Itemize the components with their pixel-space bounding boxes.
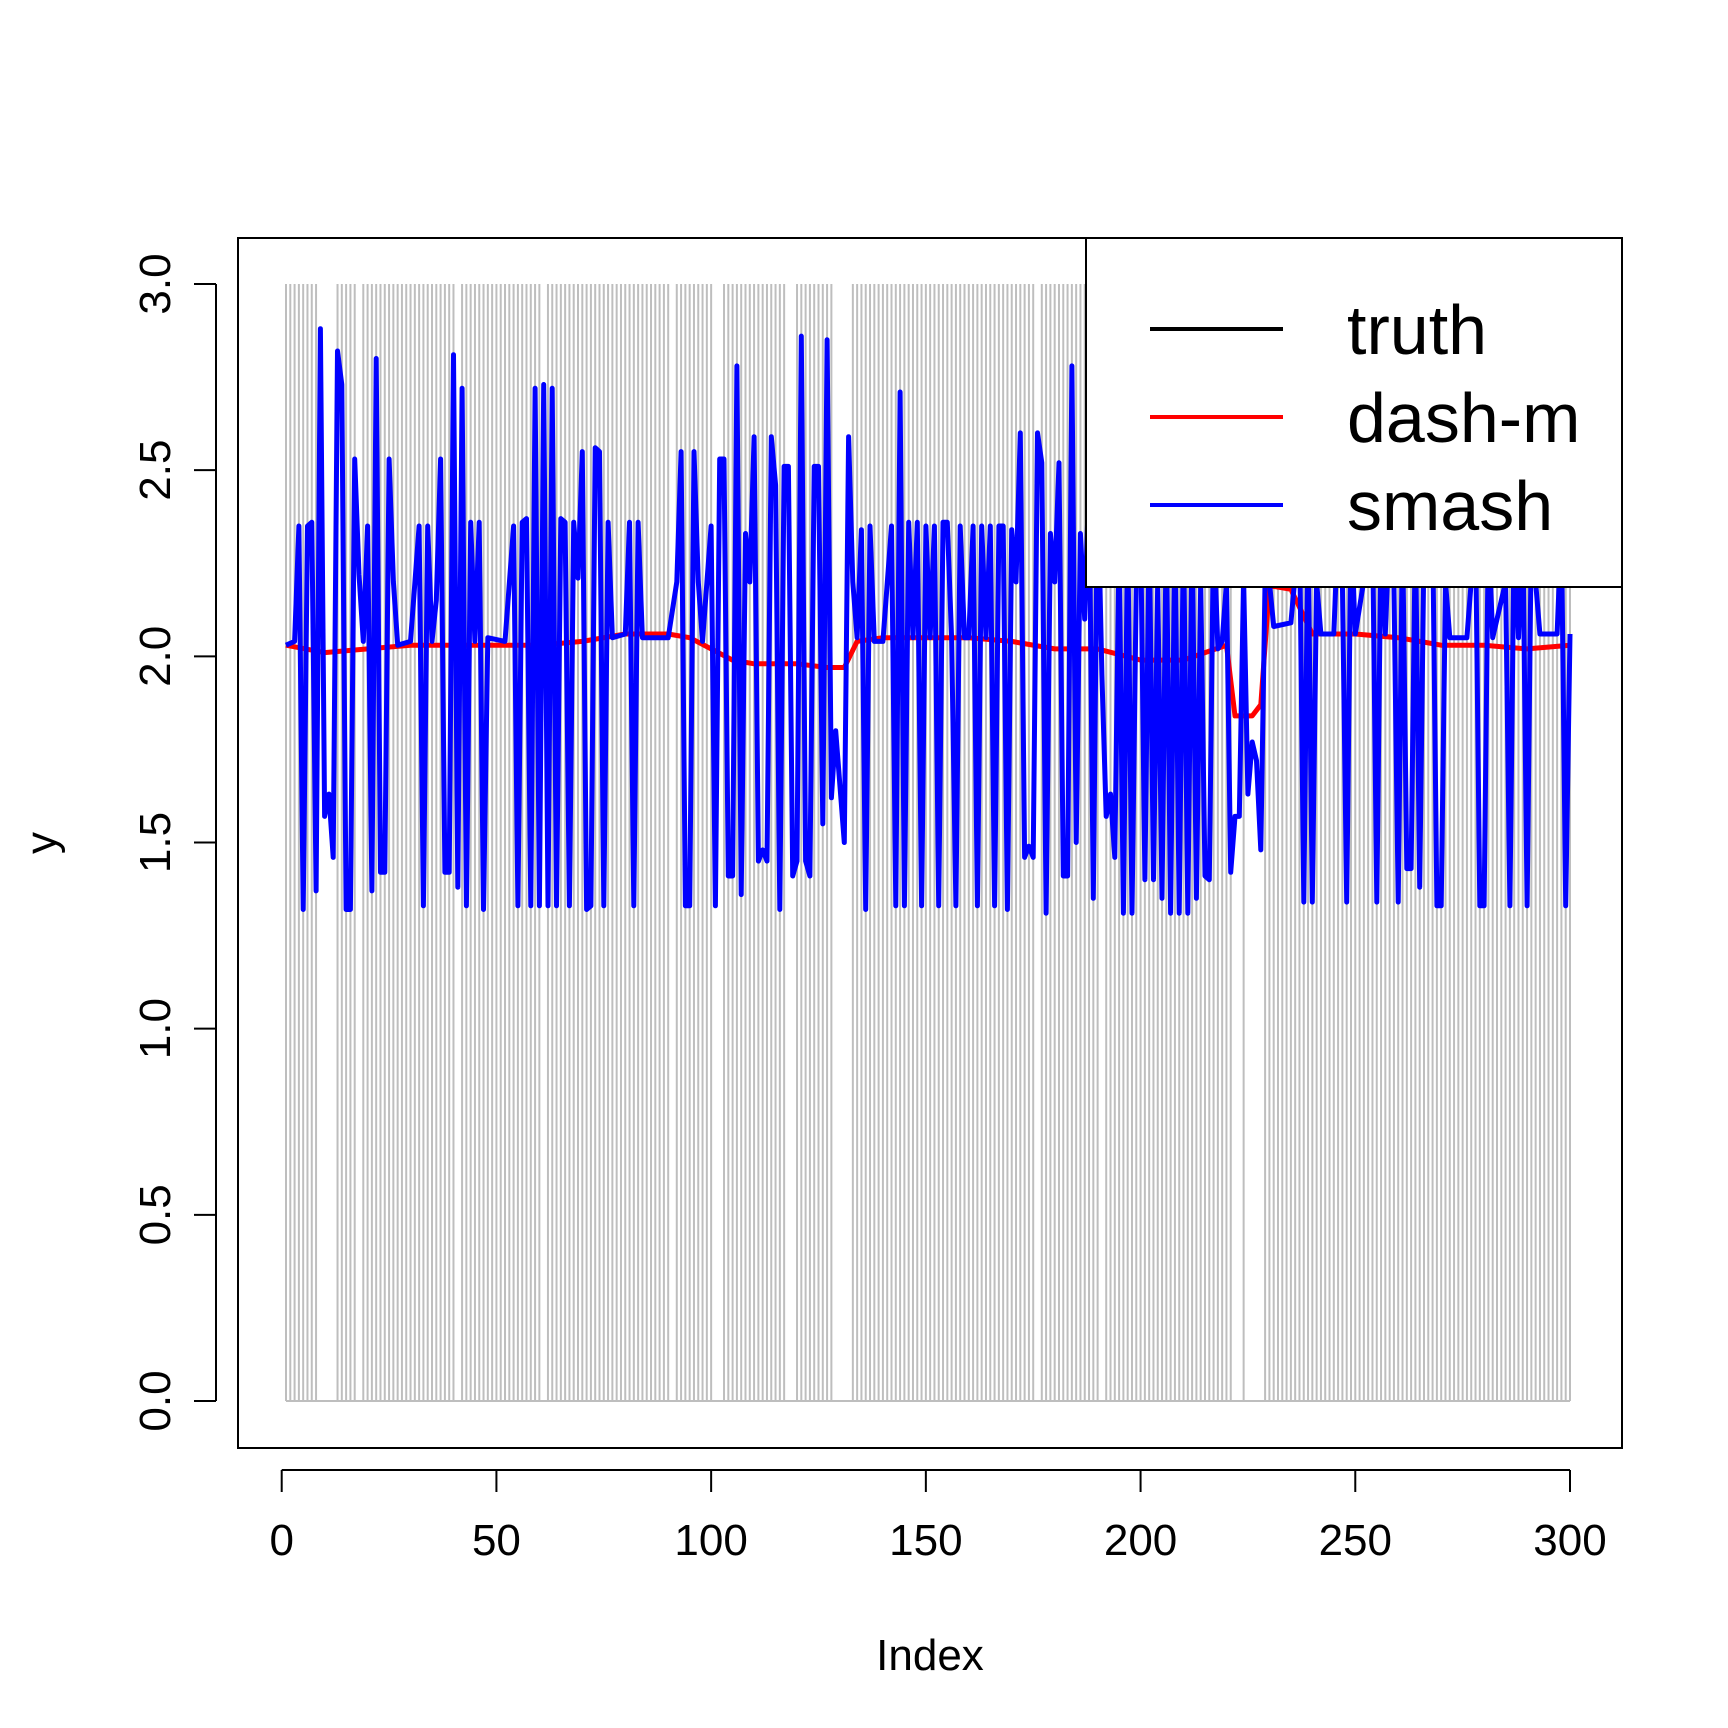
legend-label-smash: smash (1347, 467, 1553, 545)
y-tick-label: 0.0 (131, 1370, 180, 1431)
x-tick-label: 100 (674, 1516, 747, 1565)
x-tick-label: 0 (269, 1516, 293, 1565)
legend-label-dash-m: dash-m (1347, 379, 1580, 457)
x-axis-label: Index (876, 1631, 984, 1680)
y-tick-label: 2.5 (131, 440, 180, 501)
y-tick-label: 1.0 (131, 998, 180, 1059)
y-tick-label: 3.0 (131, 253, 180, 314)
x-tick-label: 250 (1319, 1516, 1392, 1565)
y-axis-label: y (17, 832, 66, 854)
y-tick-label: 2.0 (131, 626, 180, 687)
x-tick-label: 300 (1533, 1516, 1606, 1565)
x-tick-label: 50 (472, 1516, 521, 1565)
x-tick-label: 150 (889, 1516, 962, 1565)
y-axis: 0.0 0.5 1.0 1.5 2.0 2.5 3.0 (131, 253, 217, 1432)
y-tick-label: 0.5 (131, 1184, 180, 1245)
x-axis: 0 50 100 150 200 250 300 (269, 1469, 1607, 1565)
x-tick-label: 200 (1104, 1516, 1177, 1565)
y-tick-label: 1.5 (131, 812, 180, 873)
series-lines (284, 326, 1573, 916)
plot-frame (237, 237, 1623, 1449)
legend: truth dash-m smash (1085, 237, 1623, 588)
legend-box (1085, 237, 1623, 588)
series-smash-line (284, 326, 1573, 916)
legend-label-truth: truth (1347, 291, 1487, 369)
